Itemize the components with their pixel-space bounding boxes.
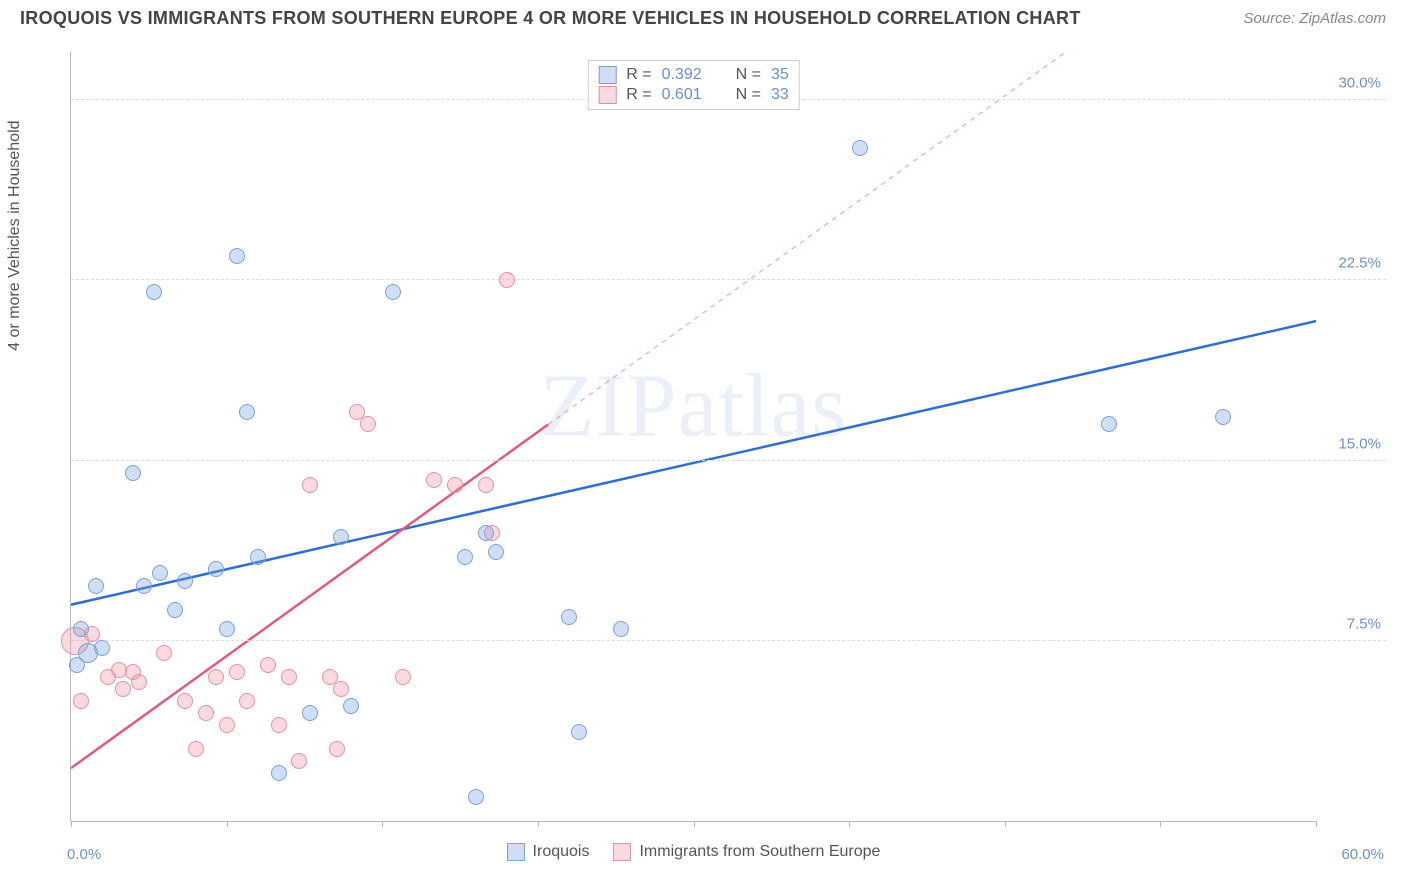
data-point: [360, 416, 376, 432]
swatch-blue: [598, 66, 616, 84]
data-point: [302, 705, 318, 721]
data-point: [219, 717, 235, 733]
chart-title: IROQUOIS VS IMMIGRANTS FROM SOUTHERN EUR…: [20, 8, 1081, 29]
data-point: [385, 284, 401, 300]
data-point: [115, 681, 131, 697]
y-axis-label: 4 or more Vehicles in Household: [6, 120, 24, 350]
gridline: [71, 640, 1386, 641]
swatch-blue: [507, 843, 525, 861]
data-point: [177, 693, 193, 709]
data-point: [136, 578, 152, 594]
chart-area: 4 or more Vehicles in Household ZIPatlas…: [20, 42, 1386, 872]
data-point: [852, 140, 868, 156]
n-value-blue: 35: [771, 66, 789, 84]
x-tick: [849, 821, 850, 827]
correlation-legend: R = 0.392 N = 35 R = 0.601 N = 33: [587, 60, 800, 110]
x-tick: [71, 821, 72, 827]
data-point: [488, 544, 504, 560]
data-point: [260, 657, 276, 673]
data-point: [457, 549, 473, 565]
n-value-pink: 33: [771, 86, 789, 104]
data-point: [239, 404, 255, 420]
data-point: [333, 681, 349, 697]
n-label: N =: [736, 86, 761, 104]
y-tick-label: 7.5%: [1347, 615, 1381, 632]
watermark: ZIPatlas: [540, 354, 848, 457]
plot-region: ZIPatlas R = 0.392 N = 35 R = 0.601 N = …: [70, 52, 1316, 822]
data-point: [426, 472, 442, 488]
source-label: Source: ZipAtlas.com: [1243, 10, 1386, 27]
data-point: [88, 578, 104, 594]
y-tick-label: 22.5%: [1338, 255, 1381, 272]
data-point: [468, 789, 484, 805]
x-tick: [538, 821, 539, 827]
series-name-pink: Immigrants from Southern Europe: [639, 843, 880, 861]
data-point: [1215, 409, 1231, 425]
y-tick-label: 15.0%: [1338, 435, 1381, 452]
data-point: [250, 549, 266, 565]
data-point: [229, 248, 245, 264]
x-tick: [227, 821, 228, 827]
r-label: R =: [626, 86, 651, 104]
data-point: [125, 465, 141, 481]
data-point: [111, 662, 127, 678]
data-point: [152, 565, 168, 581]
data-point: [281, 669, 297, 685]
gridline: [71, 460, 1386, 461]
data-point: [146, 284, 162, 300]
data-point: [329, 741, 345, 757]
data-point: [571, 724, 587, 740]
data-point: [291, 753, 307, 769]
data-point: [395, 669, 411, 685]
data-point: [302, 477, 318, 493]
y-tick-label: 30.0%: [1338, 75, 1381, 92]
data-point: [177, 573, 193, 589]
x-tick: [1160, 821, 1161, 827]
swatch-pink: [598, 86, 616, 104]
x-tick-min: 0.0%: [67, 846, 101, 863]
series-legend: Iroquois Immigrants from Southern Europe: [507, 843, 881, 861]
gridline: [71, 279, 1386, 280]
data-point: [73, 693, 89, 709]
data-point: [229, 664, 245, 680]
n-label: N =: [736, 66, 761, 84]
data-point: [198, 705, 214, 721]
legend-row-blue: R = 0.392 N = 35: [598, 65, 789, 85]
data-point: [1101, 416, 1117, 432]
data-point: [499, 272, 515, 288]
legend-item-blue: Iroquois: [507, 843, 590, 861]
data-point: [271, 717, 287, 733]
data-point: [478, 477, 494, 493]
data-point: [333, 529, 349, 545]
x-tick: [694, 821, 695, 827]
data-point: [188, 741, 204, 757]
r-value-pink: 0.601: [662, 86, 702, 104]
data-point: [447, 477, 463, 493]
data-point: [208, 561, 224, 577]
data-point: [271, 765, 287, 781]
data-point: [343, 698, 359, 714]
legend-row-pink: R = 0.601 N = 33: [598, 85, 789, 105]
data-point: [167, 602, 183, 618]
trend-lines: [71, 52, 1316, 821]
data-point: [478, 525, 494, 541]
r-value-blue: 0.392: [662, 66, 702, 84]
data-point: [219, 621, 235, 637]
data-point: [561, 609, 577, 625]
x-tick: [1316, 821, 1317, 827]
data-point: [131, 674, 147, 690]
swatch-pink: [613, 843, 631, 861]
data-point: [156, 645, 172, 661]
x-tick-max: 60.0%: [1341, 846, 1384, 863]
data-point: [94, 640, 110, 656]
x-tick: [1005, 821, 1006, 827]
x-tick: [382, 821, 383, 827]
r-label: R =: [626, 66, 651, 84]
data-point: [208, 669, 224, 685]
data-point: [73, 621, 89, 637]
series-name-blue: Iroquois: [533, 843, 590, 861]
data-point: [239, 693, 255, 709]
legend-item-pink: Immigrants from Southern Europe: [613, 843, 880, 861]
data-point: [613, 621, 629, 637]
